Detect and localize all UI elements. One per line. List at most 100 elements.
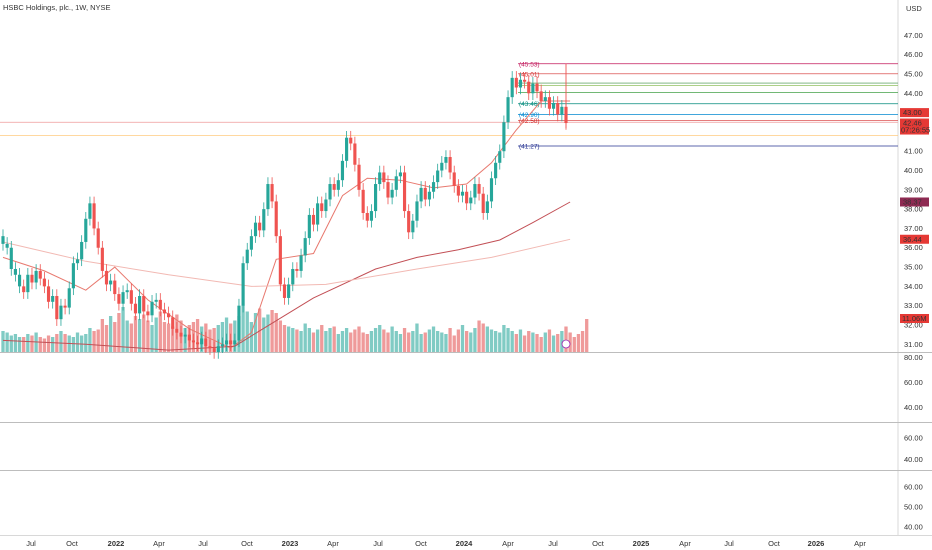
volume-bar [133,316,138,352]
candle-body [121,292,125,304]
candle-body [514,77,518,88]
volume-bar [328,328,332,352]
candle-body [266,184,270,210]
candle-body [386,182,390,198]
time-axis-label: Apr [854,539,866,548]
price-tick-label: 46.00 [904,50,923,59]
volume-bar [556,334,560,352]
candle-body [531,83,535,94]
volume-bar [456,329,461,352]
candle-body [398,172,402,177]
candle-body [88,203,92,219]
volume-bar [245,311,249,352]
volume-bar [431,326,436,352]
volume-bar [59,331,63,352]
candle-body [167,313,171,318]
candle-body [262,209,266,231]
candle-body [328,184,332,200]
volume-bar [270,310,274,352]
volume-bar [585,319,589,352]
time-axis-label: 2026 [808,539,825,548]
price-tag [900,197,929,207]
candle-body [187,334,191,341]
candle-body [369,211,374,221]
volume-bar [365,334,369,352]
candle-body [212,348,216,352]
candle-body [104,270,109,285]
volume-bar [125,320,129,352]
candle-body [510,77,514,98]
candle-body [539,91,543,102]
candle-body [233,340,237,345]
volume-bar [324,331,328,352]
candle-body [258,222,262,231]
candle-body [378,172,382,185]
sub-panel-tick-label: 60.00 [904,483,923,492]
time-axis-label: Oct [592,539,605,548]
volume-bar [166,323,171,352]
price-tick-label: 40.00 [904,166,923,175]
fib-level-label: (45.53) [519,61,540,68]
candle-body [336,180,340,190]
candle-body [307,214,311,239]
time-axis-label: Jul [26,539,36,548]
volume-bar [282,325,287,352]
sub-panel-tick-label: 40.00 [904,523,923,532]
volume-bar [535,334,539,352]
volume-bar [241,305,245,352]
candle-body [241,263,245,306]
candle-body [84,218,88,242]
volume-bar [104,325,109,352]
candle-body [109,280,113,285]
candle-body [349,137,353,144]
candle-body [175,328,179,333]
volume-bar [527,331,531,352]
volume-bar [117,313,121,352]
time-axis-label: Oct [415,539,428,548]
volume-bar [568,332,572,352]
volume-bar [162,322,167,352]
volume-bar [485,326,490,352]
price-tag [900,118,929,135]
candle-body [291,268,295,285]
candle-body [411,220,415,233]
volume-bar [543,332,547,352]
price-tick-label: 33.00 [904,301,923,310]
candle-body [320,203,324,212]
candle-body [419,187,423,202]
price-tag-label: 36.44 [903,235,922,244]
candle-body [374,184,378,212]
time-axis-label: Jul [373,539,383,548]
time-axis-label: 2024 [456,539,474,548]
candle-body [423,187,427,200]
volume-bar [411,331,415,352]
volume-bar [88,328,92,352]
candle-body [282,284,287,298]
volume-bar [489,329,494,352]
volume-bar [51,337,55,352]
fib-level-label: (41.27) [519,144,540,151]
volume-bar [108,316,113,352]
volume-bar [253,313,258,352]
candle-body [324,199,328,212]
candle-body [245,249,249,264]
candle-body [452,172,456,186]
candle-body [191,340,195,343]
volume-bar [481,323,485,352]
candle-body [560,106,564,115]
candle-body [5,243,9,248]
price-tick-label: 39.00 [904,185,923,194]
dividend-marker-icon[interactable] [561,339,571,349]
volume-bar [349,332,353,352]
candle-body [547,97,552,109]
volume-bar [286,326,291,352]
volume-bar [539,337,543,352]
candle-body [162,309,167,314]
candle-body [17,274,22,287]
price-tag-label: 42.46 [903,119,922,128]
volume-bar [427,329,432,352]
volume-bar [195,319,200,352]
volume-bar [402,328,407,352]
